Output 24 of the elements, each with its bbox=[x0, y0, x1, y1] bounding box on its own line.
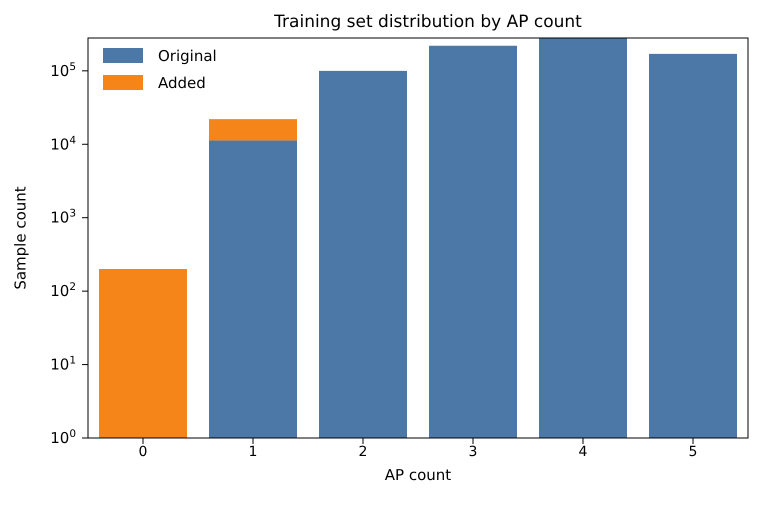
bar bbox=[319, 70, 407, 438]
bar bbox=[209, 140, 297, 438]
y-tick-label: 10$^{0}$ bbox=[50, 428, 76, 447]
y-axis-title: Sample count bbox=[11, 186, 30, 290]
y-tick-label: 10$^{3}$ bbox=[50, 208, 76, 227]
x-tick-label: 4 bbox=[578, 444, 588, 460]
y-tick-label: 10$^{2}$ bbox=[50, 281, 76, 300]
x-axis-title: AP count bbox=[384, 466, 452, 484]
y-tick-label: 10$^{1}$ bbox=[50, 354, 76, 374]
bar bbox=[539, 38, 627, 438]
legend-label: Original bbox=[158, 47, 217, 65]
chart-title: Training set distribution by AP count bbox=[273, 12, 583, 32]
x-tick-label: 3 bbox=[468, 444, 478, 460]
x-tick-label: 1 bbox=[248, 444, 258, 460]
bar bbox=[209, 119, 297, 140]
bar bbox=[429, 46, 517, 438]
x-tick-label: 0 bbox=[138, 444, 148, 460]
y-tick-label: 10$^{4}$ bbox=[50, 134, 76, 154]
x-tick-label: 5 bbox=[688, 444, 698, 460]
legend-label: Added bbox=[158, 74, 206, 92]
y-tick-label: 10$^{5}$ bbox=[50, 60, 76, 80]
x-tick-label: 2 bbox=[358, 444, 368, 460]
bar bbox=[649, 54, 737, 438]
bar bbox=[99, 269, 187, 438]
